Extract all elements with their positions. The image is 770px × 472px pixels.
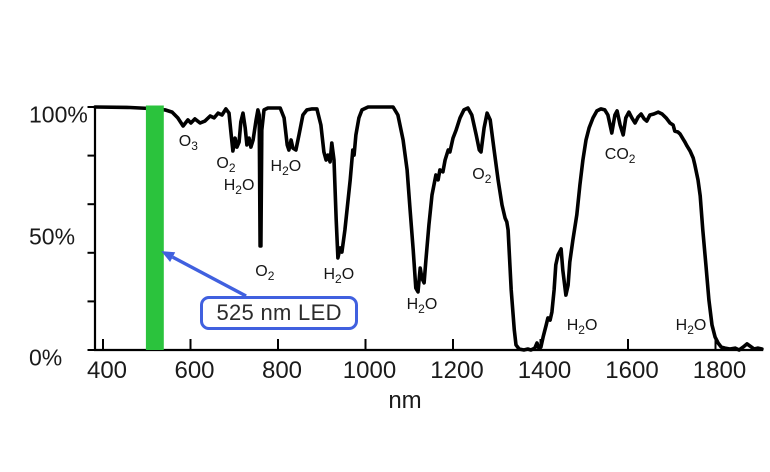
transmission-curve [93, 105, 764, 352]
callout-arrow-line [171, 255, 247, 298]
led-band-marker [145, 105, 164, 350]
callout-arrowhead-icon [161, 251, 176, 262]
